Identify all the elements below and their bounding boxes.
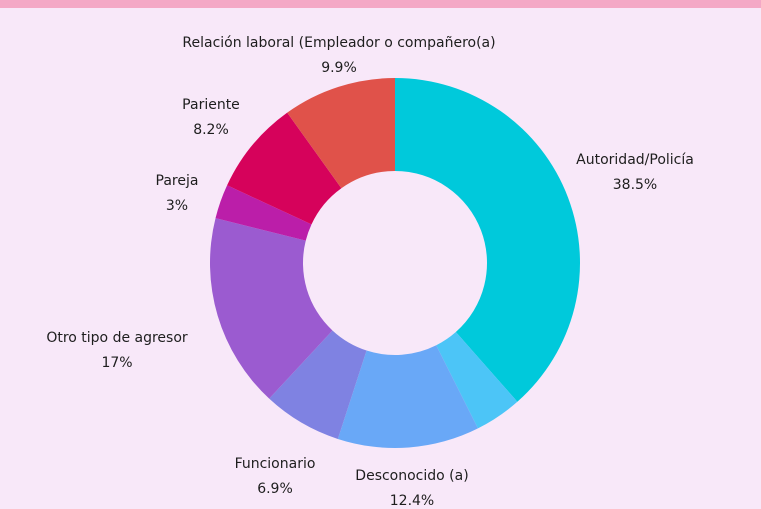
donut-segment <box>337 345 478 448</box>
slice-label: Pariente <box>182 97 240 113</box>
donut-segment <box>287 78 395 189</box>
slice-label: Desconocido (a) <box>355 468 468 484</box>
slice-value: 12.4% <box>390 493 434 509</box>
top-bar <box>0 0 761 8</box>
donut-segment <box>395 78 580 402</box>
slice-label: Pareja <box>156 173 199 189</box>
donut-segment <box>436 332 518 429</box>
slice-value: 38.5% <box>613 177 657 193</box>
donut-segment <box>269 330 367 439</box>
slice-label: Otro tipo de agresor <box>46 330 188 346</box>
slice-label: Relación laboral (Empleador o compañero(… <box>182 35 495 51</box>
donut-segment <box>227 112 342 225</box>
slice-value: 6.9% <box>257 481 293 497</box>
slice-label: Funcionario <box>235 456 316 472</box>
slice-value: 3% <box>166 198 188 214</box>
donut-segment <box>215 185 312 241</box>
slice-value: 9.9% <box>321 60 357 76</box>
slice-value: 8.2% <box>193 122 229 138</box>
slice-label: Autoridad/Policía <box>576 152 694 168</box>
donut-segment <box>209 218 333 399</box>
slice-value: 17% <box>101 355 132 371</box>
